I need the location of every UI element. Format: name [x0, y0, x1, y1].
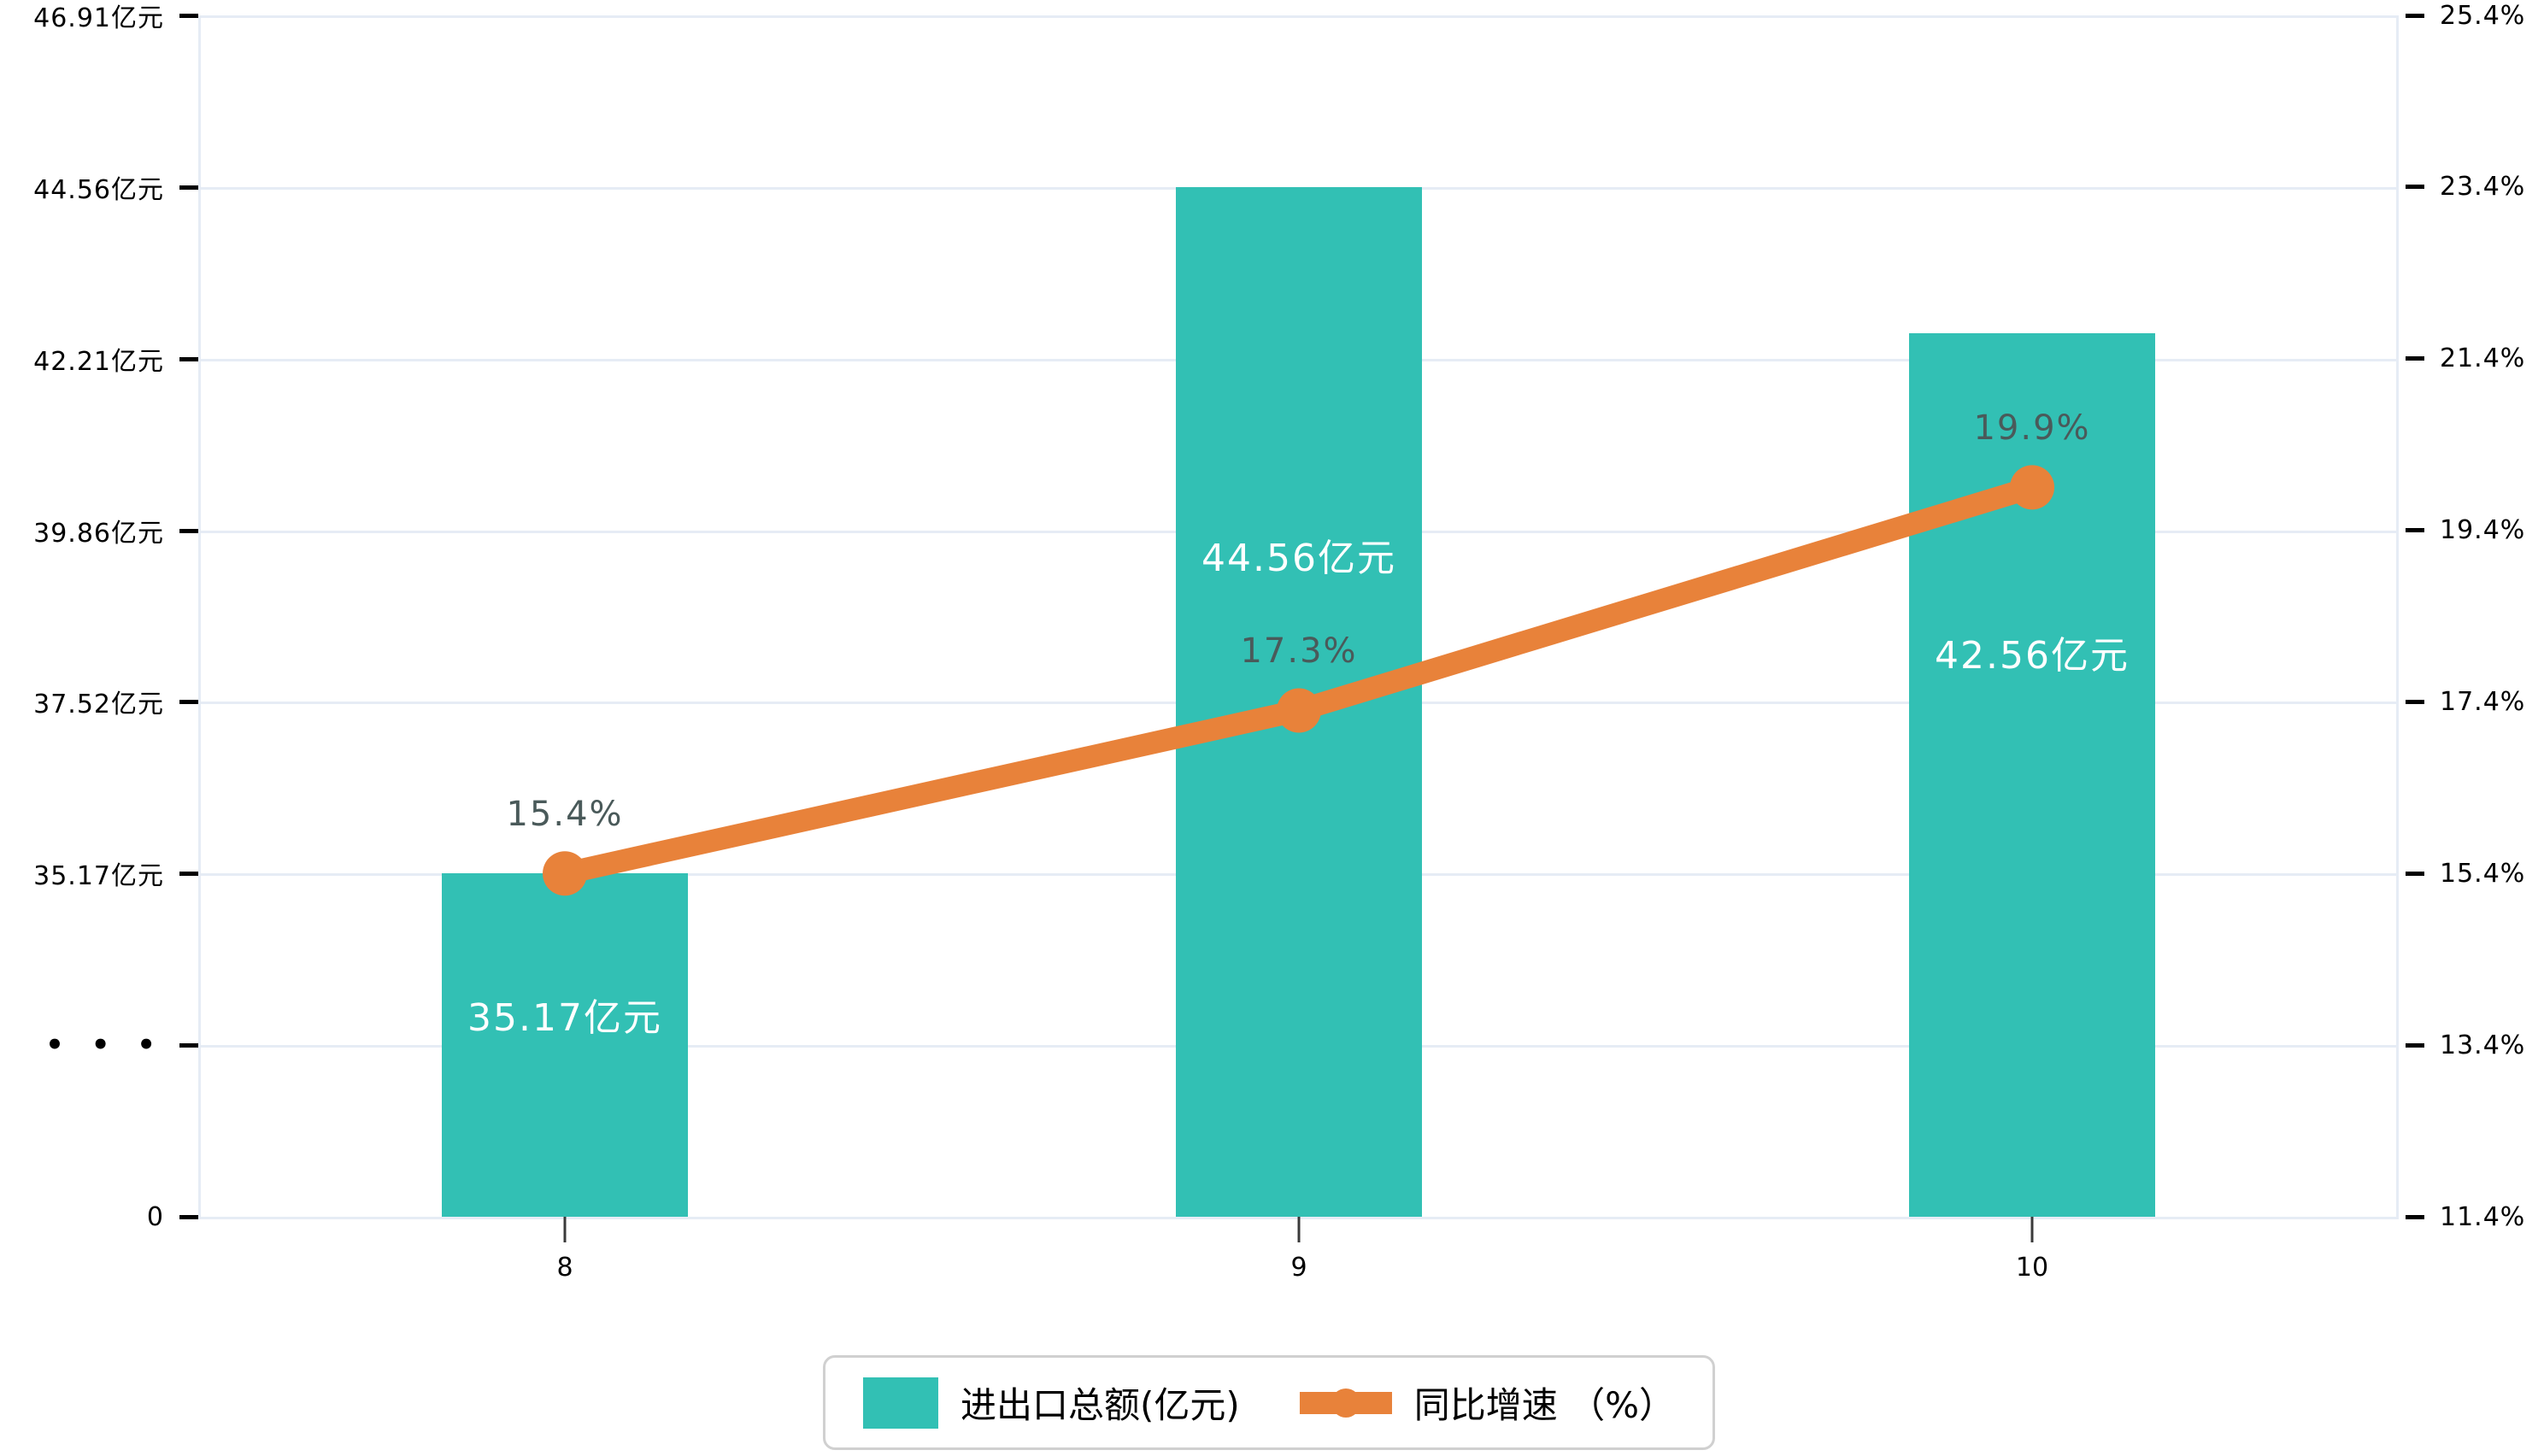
- right-axis-tick-label: 11.4%: [2440, 1201, 2526, 1232]
- legend-label: 同比增速 （%）: [1413, 1384, 1676, 1426]
- chart-legend[interactable]: 进出口总额(亿元) 同比增速 （%）: [822, 1355, 1716, 1450]
- right-axis-tick-mark: [2406, 1214, 2424, 1219]
- bar-value-label: 35.17亿元: [467, 996, 662, 1040]
- line-value-label: 17.3%: [1240, 631, 1358, 672]
- x-axis-tick-label: 10: [2015, 1253, 2049, 1283]
- right-axis-tick-label: 23.4%: [2440, 172, 2526, 203]
- left-axis-tick-mark: [179, 13, 198, 18]
- right-axis-tick-label: 25.4%: [2440, 0, 2526, 31]
- x-axis-tick-label: 9: [1290, 1253, 1307, 1283]
- right-axis-tick-mark: [2406, 699, 2424, 704]
- legend-marker-icon: [1331, 1388, 1360, 1418]
- bar[interactable]: 42.56亿元: [1909, 333, 2155, 1217]
- plot-area: 35.17亿元 44.56亿元 42.56亿元 15.4% 17.3% 19.9%: [198, 15, 2399, 1219]
- right-axis-tick-mark: [2406, 1042, 2424, 1048]
- right-axis-tick-mark: [2406, 13, 2424, 18]
- right-axis-tick-label: 21.4%: [2440, 343, 2526, 374]
- right-axis-tick-mark: [2406, 528, 2424, 533]
- left-axis-tick-label: 35.17亿元: [33, 861, 164, 891]
- legend-line-swatch-icon: [1299, 1377, 1392, 1429]
- left-axis-tick-mark: [179, 528, 198, 533]
- left-axis-tick-mark: [179, 1042, 198, 1048]
- legend-item[interactable]: 同比增速 （%）: [1299, 1377, 1676, 1429]
- left-axis-tick-label: 46.91亿元: [33, 3, 164, 33]
- left-axis-tick-mark: [179, 871, 198, 876]
- left-axis-tick-mark: [179, 185, 198, 190]
- x-axis: 8 9 10: [198, 1217, 2399, 1311]
- right-axis-tick-label: 17.4%: [2440, 686, 2526, 717]
- x-axis-tick-mark: [563, 1217, 567, 1242]
- right-axis-tick-label: 19.4%: [2440, 515, 2526, 546]
- legend-bar-swatch-icon: [862, 1377, 938, 1429]
- left-axis-tick-mark: [179, 356, 198, 361]
- bar-value-label: 42.56亿元: [1935, 634, 2130, 678]
- left-axis-tick-label: • • •: [45, 1028, 164, 1062]
- legend-item[interactable]: 进出口总额(亿元): [862, 1377, 1240, 1429]
- bar[interactable]: 35.17亿元: [442, 873, 688, 1217]
- gridline: [198, 15, 2399, 18]
- left-axis-tick-label: 39.86亿元: [33, 519, 164, 549]
- x-axis-tick-mark: [1297, 1217, 1301, 1242]
- right-axis-tick-label: 15.4%: [2440, 858, 2526, 889]
- left-axis-tick-label: 0: [146, 1201, 164, 1232]
- x-axis-tick-label: 8: [556, 1253, 573, 1283]
- right-axis-tick-mark: [2406, 871, 2424, 876]
- left-axis-tick-label: 44.56亿元: [33, 175, 164, 205]
- left-axis-tick-mark: [179, 699, 198, 704]
- right-axis-tick-label: 13.4%: [2440, 1030, 2526, 1060]
- right-axis-tick-mark: [2406, 356, 2424, 361]
- x-axis-tick-mark: [2030, 1217, 2034, 1242]
- bar[interactable]: 44.56亿元: [1176, 187, 1422, 1217]
- left-axis-tick-label: 37.52亿元: [33, 690, 164, 719]
- right-axis-spine: [2396, 15, 2399, 1217]
- bar-value-label: 44.56亿元: [1201, 537, 1396, 580]
- left-axis-spine: [198, 15, 201, 1217]
- line-value-label: 19.9%: [1973, 408, 2091, 449]
- left-axis-tick-mark: [179, 1214, 198, 1219]
- line-value-label: 15.4%: [506, 795, 624, 835]
- legend-label: 进出口总额(亿元): [960, 1384, 1240, 1426]
- left-axis-tick-label: 42.21亿元: [33, 347, 164, 377]
- right-axis-tick-mark: [2406, 185, 2424, 190]
